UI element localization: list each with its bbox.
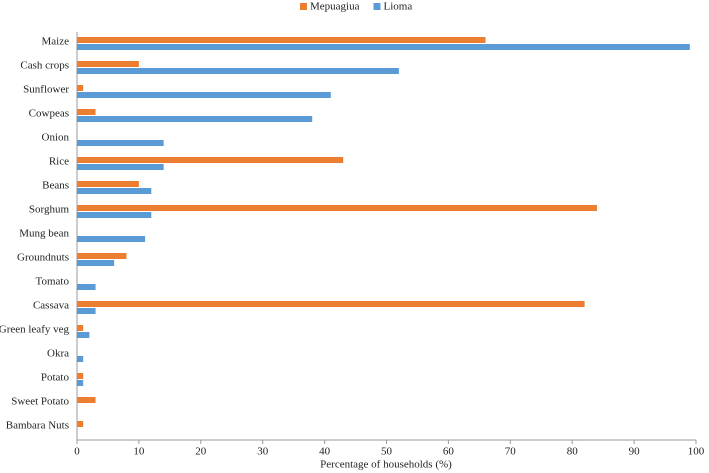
bar [77,356,84,362]
x-tick-label: 30 [257,446,269,458]
y-tick-label: Cash crops [20,60,69,72]
bar [77,308,96,314]
y-tick-label: Cassava [33,300,69,312]
y-tick-label: Tomato [36,276,70,288]
bar [77,380,84,386]
legend-swatch [373,3,381,10]
bar [77,68,399,74]
bar [77,181,139,187]
legend-label: Mepuagiua [310,1,360,13]
y-tick-label: Okra [47,348,69,360]
y-tick-label: Mung bean [19,228,69,240]
bar [77,284,96,290]
y-tick-label: Sunflower [23,84,69,96]
bar [77,253,127,259]
x-tick-label: 40 [319,446,331,458]
x-tick-label: 80 [567,446,579,458]
y-tick-label: Sorghum [29,204,70,216]
bar [77,37,486,43]
x-tick-label: 70 [505,446,517,458]
bar [77,140,164,146]
bar [77,44,690,50]
bar [77,236,146,242]
bar [77,92,331,98]
y-tick-label: Cowpeas [29,108,69,120]
bar [77,325,84,331]
bar [77,85,84,91]
x-tick-label: 100 [688,446,705,458]
bar [77,205,597,211]
y-tick-label: Groundnuts [17,252,69,264]
x-tick-label: 50 [381,446,393,458]
bar [77,157,344,163]
y-tick-label: Sweet Potato [11,396,69,408]
y-tick-label: Maize [42,36,70,48]
bar [77,332,90,338]
y-tick-label: Bambara Nuts [6,420,69,432]
x-tick-label: 10 [133,446,145,458]
bar [77,61,139,67]
bar [77,116,313,122]
x-tick-label: 90 [629,446,641,458]
bar [77,373,84,379]
bar [77,109,96,115]
bar [77,164,164,170]
y-tick-label: Potato [41,372,70,384]
legend-label: Lioma [383,1,412,13]
x-tick-label: 60 [443,446,455,458]
bar [77,212,152,218]
x-axis-label: Percentage of households (%) [320,459,452,471]
bar [77,397,96,403]
bar [77,301,585,307]
bar [77,260,115,266]
x-tick-label: 20 [195,446,207,458]
y-tick-label: Rice [49,156,69,168]
x-tick-label: 0 [74,446,80,458]
y-tick-label: Beans [42,180,69,192]
bar [77,188,152,194]
y-tick-label: Green leafy veg [0,324,69,336]
y-tick-label: Onion [42,132,70,144]
legend-swatch [300,3,307,10]
bar [77,421,84,427]
